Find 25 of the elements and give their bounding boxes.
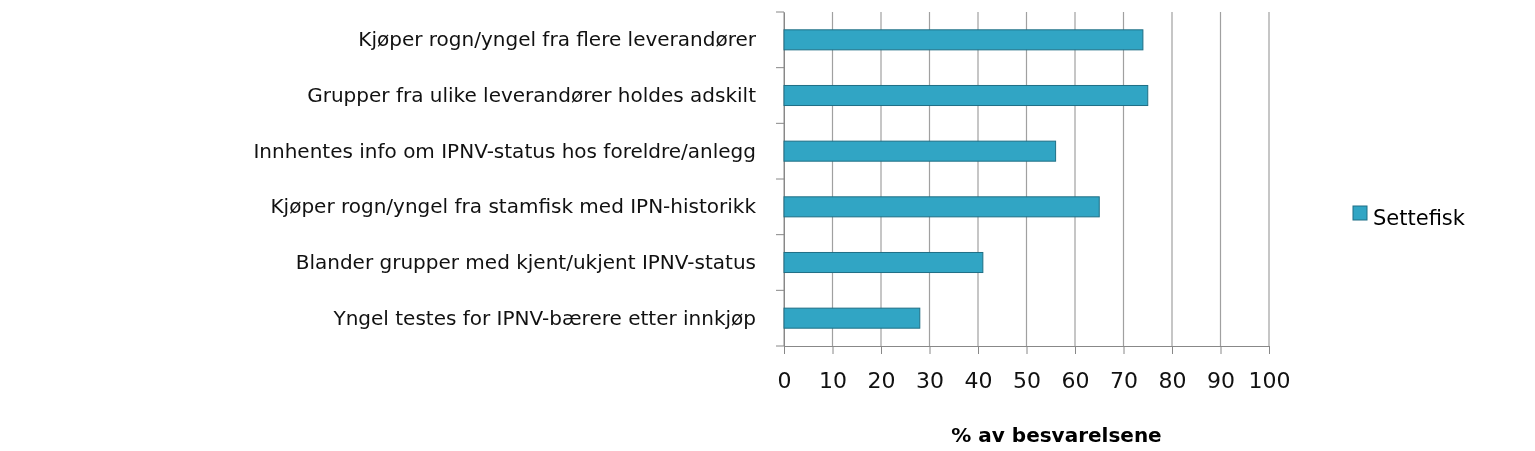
legend-label: Settefisk xyxy=(1373,206,1466,230)
bar xyxy=(783,196,1100,218)
bar xyxy=(783,84,1149,107)
x-tick-label: 40 xyxy=(964,367,993,393)
y-tick-label: Grupper fra ulike leverandører holdes adskilt xyxy=(307,82,757,107)
y-tick-label: Kjøper rogn/yngel fra stamfisk med IPN-historikk xyxy=(270,194,757,219)
x-tick-label: 10 xyxy=(819,367,847,393)
y-tick-label: Kjøper rogn/yngel fra flere leverandører xyxy=(358,27,757,52)
x-tick-label: 20 xyxy=(867,367,896,393)
x-axis-title: % av besvarelsene xyxy=(951,423,1162,447)
x-tick-label: 50 xyxy=(1013,367,1041,393)
y-tick-label: Blander grupper med kjent/ukjent IPNV-status xyxy=(295,249,756,274)
x-tick-label: 0 xyxy=(777,367,792,393)
bar xyxy=(783,29,1144,51)
y-tick-label: Yngel testes for IPNV-bærere etter innkjøp xyxy=(332,305,756,330)
x-tick-label: 30 xyxy=(916,367,944,393)
y-tick-label: Innhentes info om IPNV-status hos foreldre/anlegg xyxy=(253,138,756,163)
x-tick-label: 90 xyxy=(1207,367,1235,393)
x-tick-label: 70 xyxy=(1110,367,1138,393)
bar xyxy=(783,140,1057,162)
x-tick-label: 60 xyxy=(1061,367,1090,393)
bar xyxy=(783,307,921,329)
x-tick-label: 100 xyxy=(1248,367,1291,393)
x-tick-label: 80 xyxy=(1158,367,1187,393)
bar xyxy=(783,251,984,274)
